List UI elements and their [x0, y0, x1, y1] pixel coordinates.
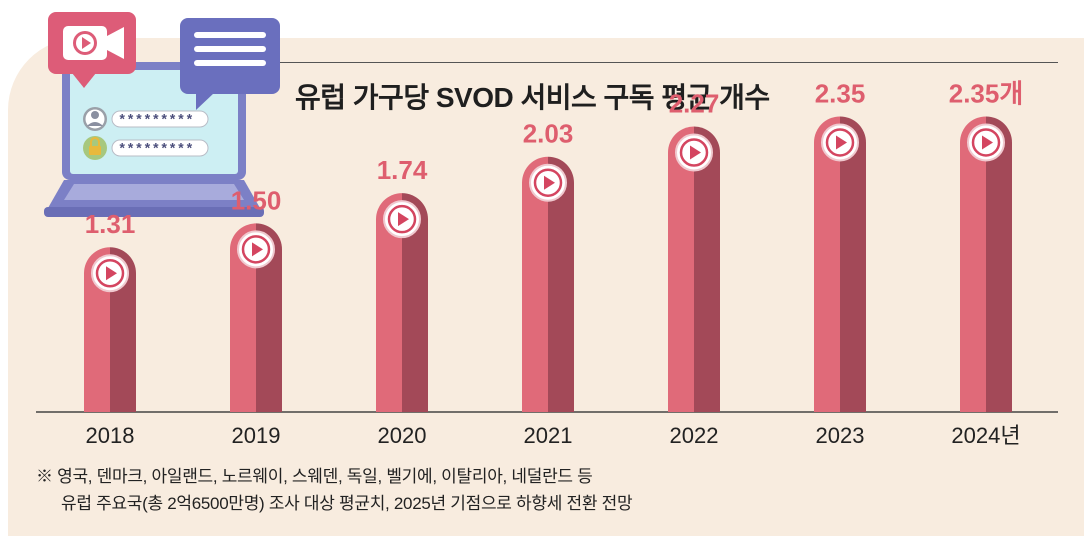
bar-left-half — [230, 223, 256, 412]
value-label: 2.03 — [523, 119, 574, 149]
bar-right-half — [986, 116, 1012, 412]
user-icon — [83, 107, 107, 131]
lock-icon — [83, 136, 107, 160]
chat-bubble-icon — [180, 18, 280, 110]
value-label: 2.35개 — [949, 78, 1024, 108]
category-label: 2022 — [670, 423, 719, 448]
chart-title: 유럽 가구당 SVOD 서비스 구독 평균 개수 — [295, 82, 770, 113]
category-label: 2021 — [524, 423, 573, 448]
password-mask-1: ********* — [118, 113, 194, 129]
bar-left-half — [960, 116, 986, 412]
bar-2024년 — [960, 116, 1012, 412]
bar-right-half — [694, 126, 720, 412]
play-icon — [821, 123, 859, 162]
title-divider — [268, 62, 1058, 63]
category-label: 2018 — [86, 423, 135, 448]
value-label: 2.35 — [815, 78, 866, 108]
play-icon — [967, 123, 1005, 162]
category-label: 2024년 — [951, 423, 1020, 448]
bar-left-half — [376, 193, 402, 412]
category-label: 2020 — [378, 423, 427, 448]
category-label: 2019 — [232, 423, 281, 448]
bar-2023 — [814, 116, 866, 412]
play-icon — [529, 163, 567, 202]
bar-2018 — [84, 247, 136, 412]
value-label: 1.31 — [85, 209, 136, 239]
bar-right-half — [256, 223, 282, 412]
bar-left-half — [668, 126, 694, 412]
value-label: 1.50 — [231, 185, 282, 215]
laptop-illustration: ********* ********* — [44, 12, 280, 217]
value-label: 2.27 — [669, 89, 720, 119]
bar-left-half — [814, 116, 840, 412]
category-label: 2023 — [816, 423, 865, 448]
footnote-line-2: 유럽 주요국(총 2억6500만명) 조사 대상 평균치, 2025년 기점으로… — [61, 494, 633, 513]
play-icon — [675, 133, 713, 172]
play-icon — [237, 230, 275, 269]
value-label: 1.74 — [377, 155, 428, 185]
bar-2022 — [668, 126, 720, 412]
bar-right-half — [402, 193, 428, 412]
play-icon — [91, 254, 129, 293]
bar-2021 — [522, 156, 574, 412]
password-mask-2: ********* — [118, 142, 194, 158]
bar-2020 — [376, 193, 428, 412]
bar-right-half — [548, 156, 574, 412]
labels-group: 1.31 2018 1.50 2019 1.74 2020 2.03 2021 2.27 2022… — [85, 78, 1024, 448]
footnote-line-1: ※ 영국, 덴마크, 아일랜드, 노르웨이, 스웨덴, 독일, 벨기에, 이탈리… — [36, 467, 593, 486]
bar-left-half — [522, 156, 548, 412]
video-camera-icon — [48, 12, 136, 88]
bars-group — [84, 116, 1012, 412]
bar-2019 — [230, 223, 282, 412]
play-icon — [383, 200, 421, 239]
bar-right-half — [840, 116, 866, 412]
